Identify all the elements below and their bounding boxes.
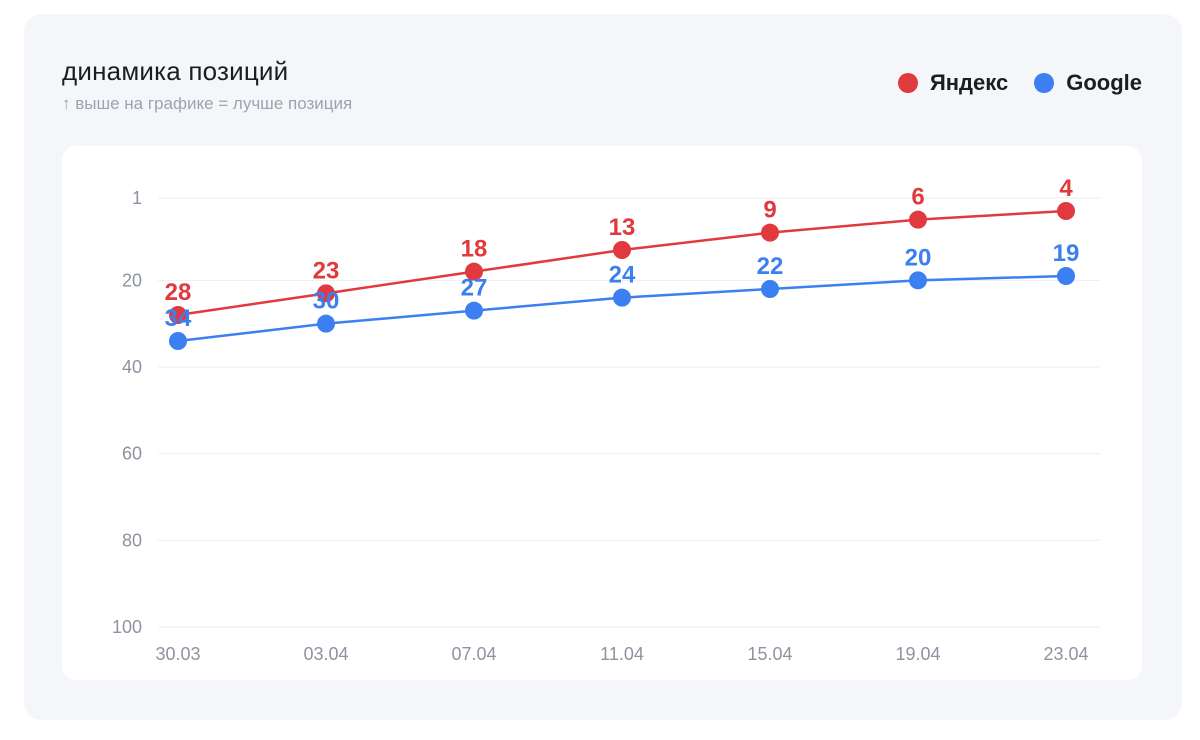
data-label-yandex-2: 18 <box>461 236 488 263</box>
plot-area: 1 20 40 60 80 100 30.03 03.04 07.04 11.04 15.04 19.… <box>62 146 1142 680</box>
legend: Яндекс Google <box>897 70 1142 96</box>
data-label-google-0: 34 <box>165 305 192 332</box>
data-point-google-6 <box>1057 267 1075 285</box>
data-label-yandex-0: 28 <box>165 279 192 306</box>
x-tick-label-19.04: 19.04 <box>895 644 940 664</box>
x-tick-label-07.04: 07.04 <box>451 644 496 664</box>
x-tick-label-30.03: 30.03 <box>155 644 200 664</box>
data-label-google-2: 27 <box>461 275 488 302</box>
data-label-google-3: 24 <box>609 262 636 289</box>
data-label-google-6: 19 <box>1053 240 1080 267</box>
y-tick-label-40: 40 <box>122 357 142 377</box>
data-point-google-1 <box>317 314 335 333</box>
legend-swatch-google <box>1034 73 1055 93</box>
legend-label-google: Google <box>1066 70 1142 95</box>
x-tick-label-15.04: 15.04 <box>747 644 792 664</box>
data-point-yandex-6 <box>1057 202 1075 220</box>
data-point-google-4 <box>761 280 779 298</box>
x-tick-label-03.04: 03.04 <box>303 644 348 664</box>
y-tick-label-20: 20 <box>122 270 142 290</box>
y-tick-label-80: 80 <box>122 530 142 550</box>
line-chart: 1 20 40 60 80 100 30.03 03.04 07.04 11.04 15.04 19.… <box>112 175 1100 664</box>
data-label-google-4: 22 <box>757 253 784 280</box>
legend-label-yandex: Яндекс <box>929 70 1009 95</box>
legend-item-yandex[interactable]: Яндекс <box>897 70 1009 96</box>
data-point-yandex-5 <box>909 210 927 229</box>
legend-swatch-yandex <box>897 73 918 93</box>
y-tick-label-1: 1 <box>132 188 142 208</box>
y-tick-label-100: 100 <box>112 617 142 637</box>
data-label-yandex-3: 13 <box>609 214 636 241</box>
data-point-google-2 <box>465 301 483 320</box>
x-tick-label-23.04: 23.04 <box>1043 644 1088 664</box>
data-point-yandex-2 <box>465 262 483 281</box>
data-point-google-3 <box>613 288 631 307</box>
chart-card: динамика позиций ↑ выше на графике = луч… <box>24 14 1182 720</box>
data-label-google-5: 20 <box>905 244 932 271</box>
y-tick-label-60: 60 <box>122 444 142 464</box>
data-point-yandex-4 <box>761 223 779 242</box>
chart-title: динамика позиций <box>62 56 289 86</box>
data-label-yandex-1: 23 <box>313 257 340 284</box>
data-point-yandex-3 <box>613 241 631 259</box>
chart-subtitle: ↑ выше на графике = лучше позиция <box>62 94 353 113</box>
data-label-google-1: 30 <box>313 288 340 315</box>
data-point-google-0 <box>169 332 187 350</box>
data-point-google-5 <box>909 271 927 290</box>
data-label-yandex-6: 4 <box>1059 175 1073 202</box>
legend-item-google[interactable]: Google <box>1034 70 1142 96</box>
x-tick-label-11.04: 11.04 <box>600 644 644 664</box>
data-point-yandex-0 <box>169 306 187 324</box>
data-label-yandex-5: 6 <box>911 184 924 211</box>
data-label-yandex-4: 9 <box>763 197 776 224</box>
data-point-yandex-1 <box>317 284 335 303</box>
